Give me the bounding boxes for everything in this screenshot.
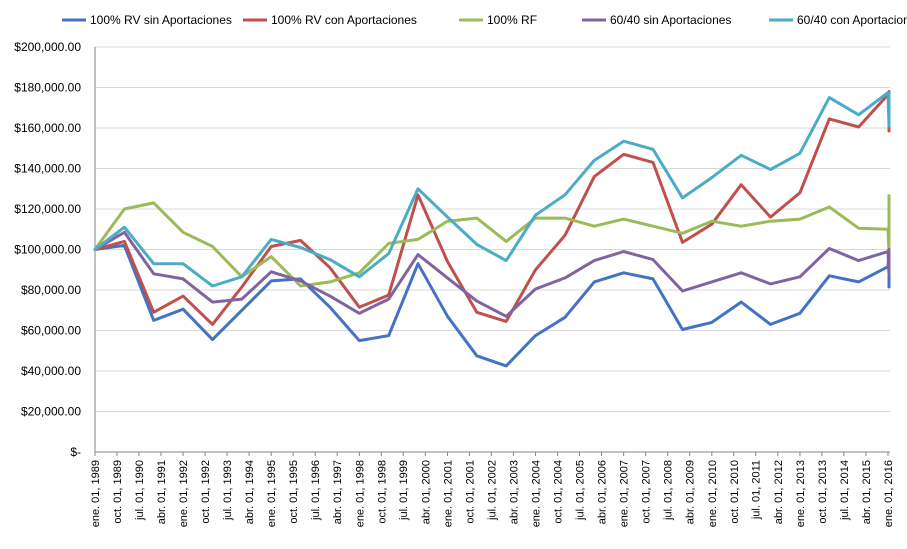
x-tick-label: ene. 01, 2010 bbox=[707, 460, 719, 527]
y-tick-label: $60,000.00 bbox=[21, 324, 81, 338]
legend-label: 60/40 con Aportaciones bbox=[797, 13, 907, 27]
y-tick-label: $140,000.00 bbox=[14, 162, 81, 176]
y-tick-label: $20,000.00 bbox=[21, 405, 81, 419]
x-tick-label: ene. 01, 2001 bbox=[442, 460, 454, 527]
x-tick-label: oct. 01, 2010 bbox=[729, 460, 741, 524]
gridlines bbox=[95, 46, 890, 412]
x-tick-label: oct. 01, 2004 bbox=[553, 460, 565, 524]
x-tick-label: oct. 01, 1992 bbox=[200, 460, 212, 524]
x-tick-label: ene. 01, 2007 bbox=[619, 460, 631, 527]
x-tick-label: ene. 01, 1998 bbox=[354, 460, 366, 527]
x-tick-label: abr. 01, 2015 bbox=[861, 460, 873, 524]
x-tick-label: jul. 01, 2002 bbox=[486, 460, 498, 521]
x-tick-label: jul. 01, 2014 bbox=[839, 460, 851, 521]
x-tick-label: jul. 01, 1993 bbox=[222, 460, 234, 521]
x-tick-label: oct. 01, 1998 bbox=[376, 460, 388, 524]
x-tick-label: abr. 01, 1991 bbox=[156, 460, 168, 524]
x-tick-label: jul. 01, 2008 bbox=[663, 460, 675, 521]
x-tick-label: abr. 01, 2009 bbox=[685, 460, 697, 524]
legend-label: 100% RV sin Aportaciones bbox=[90, 13, 232, 27]
x-tick-label: jul. 01, 2011 bbox=[751, 460, 763, 520]
series-lines bbox=[93, 90, 891, 368]
x-tick-label: oct. 01, 1995 bbox=[288, 460, 300, 524]
y-tick-label: $180,000.00 bbox=[14, 81, 81, 95]
y-tick-label: $120,000.00 bbox=[14, 202, 81, 216]
series-line bbox=[93, 90, 891, 326]
x-tick-label: oct. 01, 2001 bbox=[464, 460, 476, 524]
x-tick-label: jul. 01, 1996 bbox=[310, 460, 322, 521]
y-tick-label: $160,000.00 bbox=[14, 121, 81, 135]
x-tick-label: jul. 01, 1999 bbox=[398, 460, 410, 521]
x-tick-label: ene. 01, 2013 bbox=[795, 460, 807, 527]
series-line bbox=[93, 91, 891, 288]
series-line bbox=[93, 243, 891, 368]
x-tick-label: oct. 01, 2013 bbox=[817, 460, 829, 524]
x-tick-label: abr. 01, 1994 bbox=[244, 460, 256, 524]
y-tick-labels: $- $20,000.00 $40,000.00 $60,000.00 $80,000.… bbox=[14, 40, 81, 459]
x-tick-label: abr. 01, 2012 bbox=[773, 460, 785, 524]
y-tick-label: $200,000.00 bbox=[14, 40, 81, 54]
x-tick-labels: ene. 01, 1989 oct. 01, 1989 jul. 01, 1990 a… bbox=[90, 452, 895, 527]
x-tick-label: ene. 01, 1989 bbox=[90, 460, 102, 527]
series-line bbox=[93, 230, 891, 318]
x-tick-label: ene. 01, 2016 bbox=[883, 460, 895, 527]
y-tick-label: $- bbox=[70, 445, 81, 459]
legend-label: 100% RV con Aportaciones bbox=[271, 13, 417, 27]
x-tick-label: oct. 01, 2007 bbox=[641, 460, 653, 524]
legend: 100% RV sin Aportaciones 100% RV con Apor… bbox=[62, 13, 907, 27]
x-tick-label: abr. 01, 2003 bbox=[508, 460, 520, 524]
x-tick-label: jul. 01, 1990 bbox=[134, 460, 146, 521]
x-tick-label: abr. 01, 2006 bbox=[597, 460, 609, 524]
x-tick-label: ene. 01, 1992 bbox=[178, 460, 190, 527]
x-tick-label: abr. 01, 2000 bbox=[420, 460, 432, 524]
legend-label: 60/40 sin Aportaciones bbox=[610, 13, 731, 27]
x-tick-label: jul. 01, 2005 bbox=[575, 460, 587, 521]
y-tick-label: $80,000.00 bbox=[21, 283, 81, 297]
y-tick-label: $100,000.00 bbox=[14, 243, 81, 257]
legend-label: 100% RF bbox=[487, 13, 537, 27]
x-tick-label: ene. 01, 2004 bbox=[531, 460, 543, 527]
x-tick-label: abr. 01, 1997 bbox=[332, 460, 344, 524]
x-tick-label: ene. 01, 1995 bbox=[266, 460, 278, 527]
series-line bbox=[93, 194, 891, 288]
x-tick-label: oct. 01, 1989 bbox=[112, 460, 124, 524]
y-tick-label: $40,000.00 bbox=[21, 364, 81, 378]
